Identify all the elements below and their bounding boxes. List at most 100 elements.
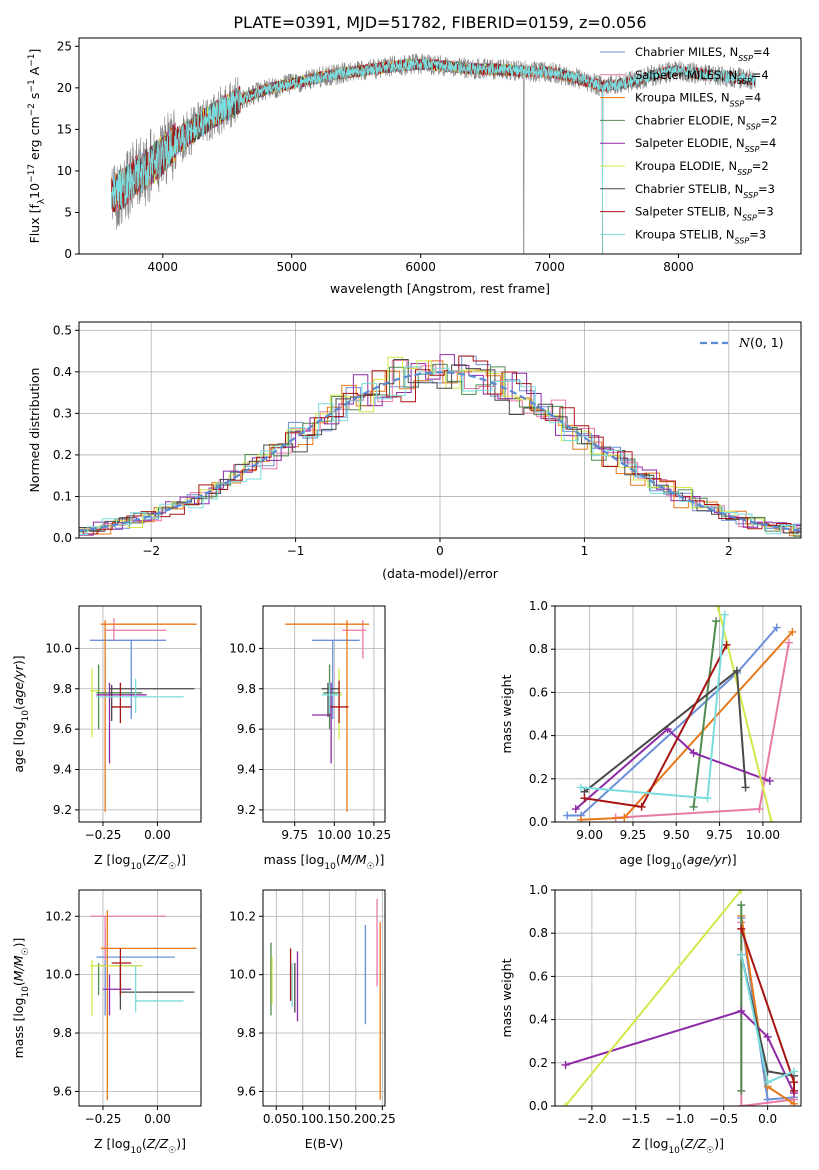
y-tick-label: 0.2 — [529, 772, 548, 786]
spectrum-legend: Chabrier MILES, NSSP=4 Salpeter MILES, NS… — [600, 45, 777, 245]
normal-curve — [79, 371, 801, 532]
x-tick-label: 9.50 — [663, 828, 690, 842]
weight-marker-salpeter-elodie-n-ssp-4 — [765, 776, 774, 785]
weight-marker-salpeter-elodie-n-ssp-4 — [763, 1032, 772, 1041]
y-tick-label: 15 — [57, 122, 72, 136]
y-tick-label: 0.4 — [529, 1013, 548, 1027]
x-tick-label: −1.0 — [665, 1112, 694, 1126]
mass-vs-ebv-panel: 0.05 0.10 0.15 0.20 0.25 9.6 9.8 10.0 10.2 E(B-V) — [229, 889, 396, 1151]
y-tick-label: 9.4 — [53, 763, 72, 777]
residuals-plot-area — [79, 354, 801, 537]
y-tick-label: 25 — [57, 39, 72, 53]
age-vs-z-panel: −0.25 0.00 9.2 9.4 9.6 9.8 10.0 Z [log10(Z/Z☉)]… — [11, 605, 202, 872]
y-tick-label: 9.6 — [237, 1084, 256, 1098]
y-tick-label: 9.6 — [237, 722, 256, 736]
weight-marker-salpeter-miles-n-ssp-4 — [737, 1102, 746, 1106]
y-axis-label: mass weight — [499, 674, 514, 753]
y-tick-label: 0.2 — [53, 448, 72, 462]
y-tick-label: 9.2 — [53, 803, 72, 817]
age_vs_mass-grid — [263, 606, 385, 822]
mass_vs_EBV-grid — [263, 890, 385, 1106]
spectrum-panel: 4000 5000 6000 7000 8000 0 5 10 15 20 25 Chabrier M… — [27, 37, 802, 296]
legend-label: Kroupa MILES, NSSP=4 — [635, 91, 761, 109]
spectrum-plot-area — [111, 53, 756, 254]
weight-marker-chabrier-stelib-n-ssp-3 — [741, 783, 750, 792]
weight-marker-kroupa-miles-n-ssp-4 — [620, 813, 629, 822]
y-tick-label: 10.2 — [45, 909, 72, 923]
y-tick-label: 9.8 — [53, 682, 72, 696]
weight_vs_Z-plot-area — [561, 890, 798, 1106]
weight-marker-kroupa-elodie-n-ssp-2 — [737, 890, 746, 894]
weight-line-kroupa-elodie-n-ssp-2 — [564, 890, 743, 1106]
x-tick-label: 0.00 — [144, 828, 171, 842]
x-axis-label: Z [log10(Z/Z☉)] — [94, 1136, 186, 1156]
x-tick-label: 10.25 — [357, 828, 391, 842]
x-axis-label: Z [log10(Z/Z☉)] — [632, 1136, 724, 1156]
x-tick-label: 0.20 — [342, 1112, 369, 1126]
x-tick-label: 0.0 — [758, 1112, 777, 1126]
weight-marker-kroupa-elodie-n-ssp-2 — [561, 1102, 570, 1106]
weight-marker-kroupa-stelib-n-ssp-3 — [703, 794, 712, 803]
y-tick-label: 10.0 — [45, 968, 72, 982]
y-axis-label: age [log10(age/yr)] — [11, 655, 31, 772]
weight-marker-kroupa-stelib-n-ssp-3 — [737, 950, 746, 959]
y-axis-label: Flux [fλ10−17 erg cm−2 s−1 A−1] — [27, 49, 47, 244]
x-tick-label: 9.00 — [576, 828, 603, 842]
weight-line-salpeter-elodie-n-ssp-4 — [575, 728, 771, 810]
x-tick-label: 10.00 — [746, 828, 780, 842]
x-tick-label: 0.25 — [369, 1112, 396, 1126]
x-tick-label: 0.15 — [316, 1112, 343, 1126]
x-axis-label: wavelength [Angstrom, rest frame] — [330, 281, 550, 296]
legend-label: Kroupa ELODIE, NSSP=2 — [635, 159, 769, 177]
x-tick-label: 9.75 — [281, 828, 308, 842]
y-tick-label: 0.8 — [529, 642, 548, 656]
weight-marker-kroupa-elodie-n-ssp-2 — [767, 818, 776, 822]
weight-marker-chabrier-elodie-n-ssp-2 — [737, 901, 746, 910]
weight-marker-chabrier-elodie-n-ssp-2 — [712, 617, 721, 626]
weight-marker-chabrier-miles-n-ssp-4 — [772, 623, 781, 632]
legend-label: Chabrier MILES, NSSP=4 — [635, 45, 770, 63]
age_vs_Z-frame — [78, 605, 202, 823]
weight-marker-chabrier-elodie-n-ssp-2 — [689, 802, 698, 811]
y-tick-label: 0.6 — [529, 969, 548, 983]
x-tick-label: −1.5 — [621, 1112, 650, 1126]
spectrum-frame — [78, 37, 802, 255]
mass_vs_Z-plot-area — [89, 910, 197, 1101]
weight-marker-salpeter-stelib-n-ssp-3 — [580, 794, 589, 803]
x-tick-label: 4000 — [148, 260, 179, 274]
y-tick-label: 10.0 — [45, 641, 72, 655]
histogram-chabrier-elodie-n-ssp-2 — [79, 363, 801, 537]
weight-marker-salpeter-elodie-n-ssp-4 — [689, 748, 698, 757]
y-tick-label: 9.4 — [237, 763, 256, 777]
y-tick-label: 0.1 — [53, 489, 72, 503]
legend-label: Salpeter STELIB, NSSP=3 — [635, 205, 774, 223]
y-tick-label: 9.8 — [53, 1026, 72, 1040]
mass_vs_EBV-frame — [262, 889, 386, 1107]
y-tick-label: 0.5 — [53, 323, 72, 337]
weight-marker-salpeter-miles-n-ssp-4 — [784, 638, 793, 647]
y-tick-label: 1.0 — [529, 599, 548, 613]
y-tick-label: 0 — [64, 247, 72, 261]
x-axis-label: E(B-V) — [305, 1136, 344, 1151]
y-tick-label: 0.8 — [529, 926, 548, 940]
x-axis-label: Z [log10(Z/Z☉)] — [94, 852, 186, 872]
y-tick-label: 0.0 — [53, 531, 72, 545]
weight-marker-kroupa-miles-n-ssp-4 — [576, 815, 585, 822]
x-tick-label: −1 — [287, 544, 305, 558]
legend-label: Salpeter ELODIE, NSSP=4 — [635, 136, 776, 154]
x-tick-label: −0.25 — [85, 1112, 122, 1126]
weight-line-chabrier-miles-n-ssp-4 — [567, 626, 778, 817]
weight_vs_age-frame — [554, 605, 802, 823]
figure-title: PLATE=0391, MJD=51782, FIBERID=0159, z=0… — [233, 13, 646, 32]
y-tick-label: 0.0 — [529, 1099, 548, 1113]
y-tick-label: 10.0 — [229, 968, 256, 982]
x-tick-label: −0.5 — [709, 1112, 738, 1126]
histogram-salpeter-stelib-n-ssp-3 — [79, 355, 801, 535]
y-axis-label: Normed distribution — [27, 368, 42, 493]
age_vs_mass-frame — [262, 605, 386, 823]
weight-marker-kroupa-stelib-n-ssp-3 — [576, 783, 585, 792]
weight-marker-kroupa-stelib-n-ssp-3 — [720, 610, 729, 619]
x-axis-label: (data-model)/error — [382, 566, 499, 581]
y-tick-label: 0.2 — [529, 1056, 548, 1070]
age_vs_Z-plot-area — [89, 618, 197, 812]
